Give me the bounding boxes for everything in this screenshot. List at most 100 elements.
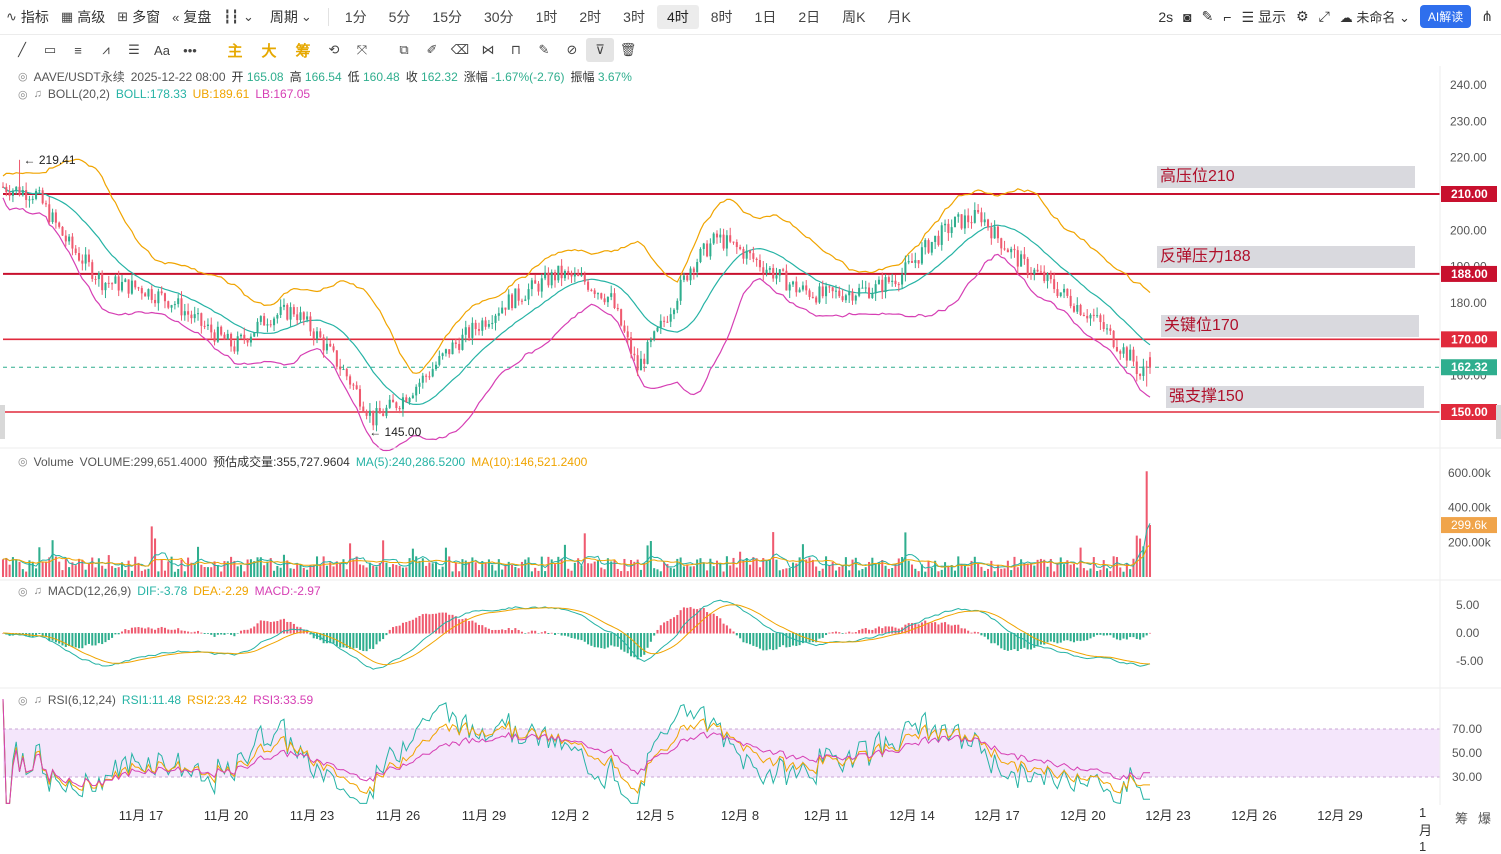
amplitude-value: 3.67% (597, 70, 632, 84)
candle-body (415, 386, 418, 396)
burst-corner-button[interactable]: 爆 (1478, 811, 1492, 826)
camera-icon[interactable]: ◙ (1183, 8, 1192, 25)
interval-tab[interactable]: 2日 (798, 9, 821, 25)
open-value: 165.08 (246, 70, 284, 84)
candle-body (1079, 305, 1082, 315)
price-axis-label: 200.00 (1450, 223, 1487, 237)
parallel-lines-tool-icon[interactable]: ≡ (74, 42, 82, 58)
interval-tab[interactable]: 8时 (710, 9, 733, 25)
volume-bar (613, 559, 616, 577)
macd-histogram-bar (282, 618, 285, 634)
interval-tab[interactable]: 4时 (656, 5, 699, 29)
trash-icon[interactable]: 🗑 (619, 42, 637, 57)
measure-icon[interactable]: ⤧ (356, 42, 368, 57)
interval-tab[interactable]: 周K (842, 9, 866, 25)
replay-button[interactable]: «复盘 (166, 5, 217, 29)
interval-tab[interactable]: 1日 (754, 9, 777, 25)
interval-tab[interactable]: 1时 (535, 9, 558, 25)
settings-icon[interactable]: ⚙ (1296, 8, 1309, 24)
macd-histogram-bar (454, 616, 457, 634)
link-icon[interactable]: ⊘ (566, 42, 578, 57)
magnet-icon[interactable]: ⋈ (481, 42, 495, 57)
level-zone-label: 高压位210 (1157, 166, 1415, 188)
copy-icon[interactable]: ⧉ (399, 42, 409, 57)
macd-histogram-bar (206, 633, 209, 634)
refresh-interval[interactable]: 2s (1158, 8, 1174, 25)
macd-histogram-bar (669, 618, 672, 634)
candle-body (157, 291, 160, 304)
candle-body (656, 327, 659, 332)
candle-body (140, 288, 143, 294)
eye-icon[interactable]: ◎ (18, 88, 28, 101)
text-tool[interactable]: Aa (154, 42, 170, 58)
interval-tab[interactable]: 2时 (579, 9, 602, 25)
wave-tool-icon[interactable]: ⩘ (102, 42, 110, 57)
candle-body (130, 280, 133, 294)
volume-bar (927, 560, 930, 577)
volume-bar (477, 570, 481, 577)
indicators-button[interactable]: ∿ 指标 (0, 5, 55, 29)
candle-body (719, 234, 722, 238)
macd-histogram-bar (431, 613, 434, 634)
macd-histogram-bar (471, 620, 474, 634)
macd-histogram-bar (428, 614, 431, 634)
pen-icon[interactable]: ✎ (1201, 8, 1214, 24)
fib-tool-icon[interactable]: ☰ (128, 42, 140, 57)
eye-icon[interactable]: ◎ (18, 585, 28, 598)
bell-icon[interactable]: ♫ (33, 694, 42, 706)
multi-window-button[interactable]: ⊞ 多窗 (111, 5, 166, 29)
eraser-icon[interactable]: ⌫ (450, 42, 470, 57)
candle-body (471, 322, 474, 338)
period-button[interactable]: 周期 ⌄ (264, 5, 322, 29)
interval-tab[interactable]: 3时 (623, 9, 645, 25)
candle-body (639, 358, 642, 371)
expand-icon[interactable]: ⤢ (1318, 8, 1330, 24)
interval-tab[interactable]: 1分 (344, 9, 367, 25)
interval-tab[interactable]: 月K (887, 9, 911, 25)
eye-icon[interactable]: ◎ (18, 694, 28, 707)
interval-tab[interactable]: 30分 (483, 9, 514, 25)
candle-body (154, 299, 157, 304)
fullscreen-toggle-icon[interactable]: ⌐ (1223, 8, 1232, 25)
volume-ma10: MA(10):146,521.2400 (471, 454, 588, 469)
line-tool-icon[interactable]: ╱ (18, 42, 26, 57)
volume-bar (709, 558, 712, 577)
eye-icon[interactable]: ◎ (18, 456, 28, 468)
display-button[interactable]: ☰ 显示 (1241, 8, 1286, 25)
candle-body (620, 309, 623, 326)
left-scroll-handle[interactable] (0, 405, 5, 439)
interval-tab[interactable]: 15分 (432, 9, 462, 25)
big-order-toggle[interactable]: 大 (261, 42, 277, 60)
auto-draw-icon[interactable]: ⟲ (328, 42, 340, 57)
eye-icon[interactable]: ◎ (18, 71, 28, 83)
rectangle-tool-icon[interactable]: ▭ (43, 42, 57, 57)
volume-bar (441, 566, 444, 577)
main-chart-toggle[interactable]: 主 (227, 42, 243, 60)
macd-histogram-bar (315, 633, 319, 639)
more-tools-icon[interactable]: ••• (183, 42, 197, 58)
filter-icon[interactable]: ⊽ (586, 38, 614, 62)
volume-bar (1072, 563, 1075, 577)
advanced-button[interactable]: ▦ 高级 (55, 5, 111, 29)
macd-histogram-bar (696, 609, 699, 634)
chart-type-button[interactable]: ┇┇ ⌄ (217, 5, 264, 29)
candle-body (474, 322, 477, 330)
bell-icon[interactable]: ♫ (33, 88, 42, 100)
brush-icon[interactable]: ✐ (426, 42, 438, 57)
right-scroll-handle[interactable] (1496, 405, 1501, 439)
bell-icon[interactable]: ♫ (33, 585, 42, 597)
share-icon[interactable]: ⋔ (1481, 8, 1493, 24)
candle-body (312, 331, 315, 339)
lock-icon[interactable]: ⊓ (510, 42, 522, 57)
interval-tab[interactable]: 5分 (388, 9, 411, 25)
ai-interpret-button[interactable]: AI解读 (1419, 5, 1472, 28)
chip-toggle[interactable]: 筹 (295, 42, 311, 60)
candle-body (550, 272, 553, 286)
macd-histogram-bar (593, 633, 596, 648)
edit-icon[interactable]: ✎ (538, 42, 550, 57)
layout-select[interactable]: ☁ 未命名 ⌄ (1339, 10, 1410, 25)
candle-body (1129, 349, 1132, 361)
macd-histogram-bar (1000, 633, 1003, 649)
chip-corner-button[interactable]: 筹 (1455, 811, 1469, 826)
volume-bar (220, 571, 223, 577)
